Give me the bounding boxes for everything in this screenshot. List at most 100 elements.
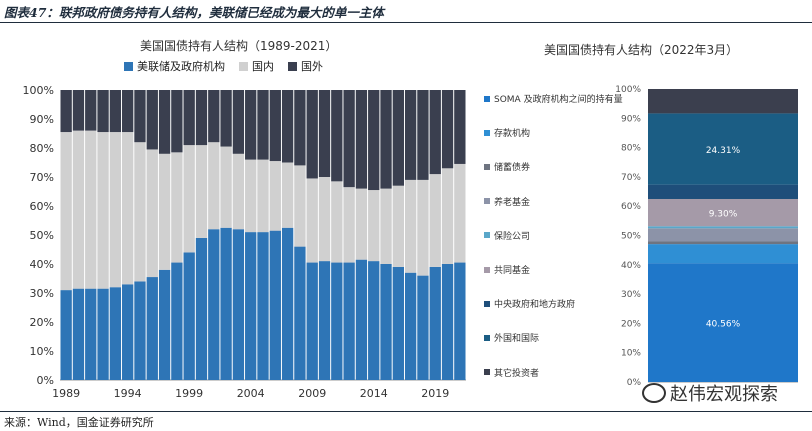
bar-domestic (368, 190, 380, 262)
bar-fed (454, 262, 466, 380)
left-chart-legend: 美联储及政府机构 国内 国外 (124, 58, 323, 74)
right-chart-title: 美国国债持有人结构（2022年3月） (544, 43, 739, 57)
segment-data-label: 9.30% (709, 210, 738, 220)
right-y-tick-label: 0% (627, 378, 642, 388)
right-legend-label: 养老基金 (494, 197, 531, 208)
right-y-tick-label: 50% (621, 232, 641, 242)
right-y-tick-label: 90% (621, 114, 641, 124)
bar-domestic (380, 188, 392, 264)
bar-domestic (97, 132, 109, 289)
title-rule (0, 22, 812, 23)
bar-fed (158, 269, 171, 380)
y-tick-label: 0% (37, 374, 54, 387)
bar-fed (294, 246, 306, 380)
wechat-icon (642, 383, 666, 403)
bar-foreign (85, 90, 97, 131)
segment (648, 263, 798, 382)
bar-foreign (72, 90, 85, 131)
legend-item-fed: 美联储及政府机构 (124, 58, 225, 74)
x-tick-label: 2009 (298, 387, 326, 400)
right-y-tick-label: 30% (621, 290, 641, 300)
right-legend-item: 存款机构 (484, 126, 530, 139)
right-y-tick-label: 80% (621, 144, 641, 154)
bar-foreign (404, 90, 417, 180)
bar-fed (331, 262, 343, 380)
bar-fed (85, 288, 97, 380)
bar-domestic (269, 161, 281, 231)
bar-domestic (134, 142, 146, 282)
right-legend-item: SOMA 及政府机构之间的持有量 (484, 92, 623, 105)
bar-domestic (232, 153, 245, 230)
legend-swatch-foreign (288, 61, 297, 71)
y-tick-label: 80% (30, 142, 54, 155)
bar-foreign (183, 90, 195, 146)
bar-domestic (257, 159, 269, 233)
bar-foreign (318, 90, 331, 177)
x-tick-label: 2014 (360, 387, 388, 400)
right-legend-item: 保险公司 (484, 229, 530, 242)
bar-domestic (60, 132, 72, 291)
bar-foreign (245, 90, 257, 160)
bar-foreign (368, 90, 380, 191)
y-tick-label: 100% (23, 84, 54, 97)
bar-foreign (331, 90, 343, 182)
x-tick-label: 2004 (237, 387, 265, 400)
source-note: 来源：Wind，国金证券研究所 (4, 416, 154, 429)
watermark-text: 赵伟宏观探索 (670, 384, 778, 405)
bar-foreign (343, 90, 355, 188)
bar-domestic (331, 181, 343, 263)
right-legend-item: 储蓄债券 (484, 160, 530, 173)
bar-foreign (355, 90, 368, 189)
bar-fed (146, 277, 158, 380)
right-legend-item: 其它投资者 (484, 366, 539, 379)
y-tick-label: 50% (30, 229, 54, 242)
right-legend-label: 外国和国际 (494, 334, 540, 345)
y-tick-label: 20% (30, 316, 54, 329)
bar-foreign (392, 90, 404, 186)
bar-foreign (109, 90, 122, 133)
bar-domestic (355, 188, 368, 260)
right-legend-swatch (484, 95, 490, 102)
bar-fed (429, 266, 441, 380)
bar-foreign (97, 90, 109, 133)
legend-item-foreign: 国外 (288, 58, 323, 74)
y-tick-label: 60% (30, 200, 54, 213)
bar-foreign (158, 90, 171, 154)
bar-fed (343, 262, 355, 380)
bar-foreign (146, 90, 158, 150)
right-y-tick-label: 40% (621, 261, 641, 271)
y-tick-label: 90% (30, 113, 54, 126)
x-tick-label: 2019 (421, 387, 449, 400)
bar-fed (109, 287, 122, 380)
bar-domestic (441, 168, 454, 264)
right-y-tick-label: 100% (615, 85, 641, 95)
right-legend-label: 储蓄债券 (494, 163, 531, 174)
bar-domestic (85, 130, 97, 289)
segment (648, 228, 798, 242)
legend-swatch-fed (124, 61, 133, 71)
bar-fed (269, 230, 281, 380)
right-legend-item: 养老基金 (484, 195, 530, 208)
right-legend-item: 中央政府和地方政府 (484, 297, 575, 310)
bar-foreign (417, 90, 429, 180)
bar-foreign (454, 90, 466, 164)
bar-fed (380, 264, 392, 380)
right-y-tick-label: 20% (621, 319, 641, 329)
right-legend-label: 中央政府和地方政府 (494, 300, 576, 311)
bar-fed (171, 262, 183, 380)
bar-domestic (122, 132, 134, 285)
segment-data-label: 40.56% (706, 320, 741, 330)
bar-fed (183, 252, 195, 380)
bar-fed (355, 259, 368, 380)
bar-foreign (60, 90, 72, 133)
x-tick-label: 1994 (114, 387, 142, 400)
right-legend-swatch (484, 266, 490, 273)
right-legend-swatch (484, 198, 490, 205)
bar-foreign (171, 90, 183, 153)
right-legend-swatch (484, 232, 490, 239)
right-legend-swatch (484, 300, 490, 307)
bar-domestic (72, 130, 85, 289)
legend-swatch-domestic (239, 61, 248, 71)
bar-fed (404, 272, 417, 380)
